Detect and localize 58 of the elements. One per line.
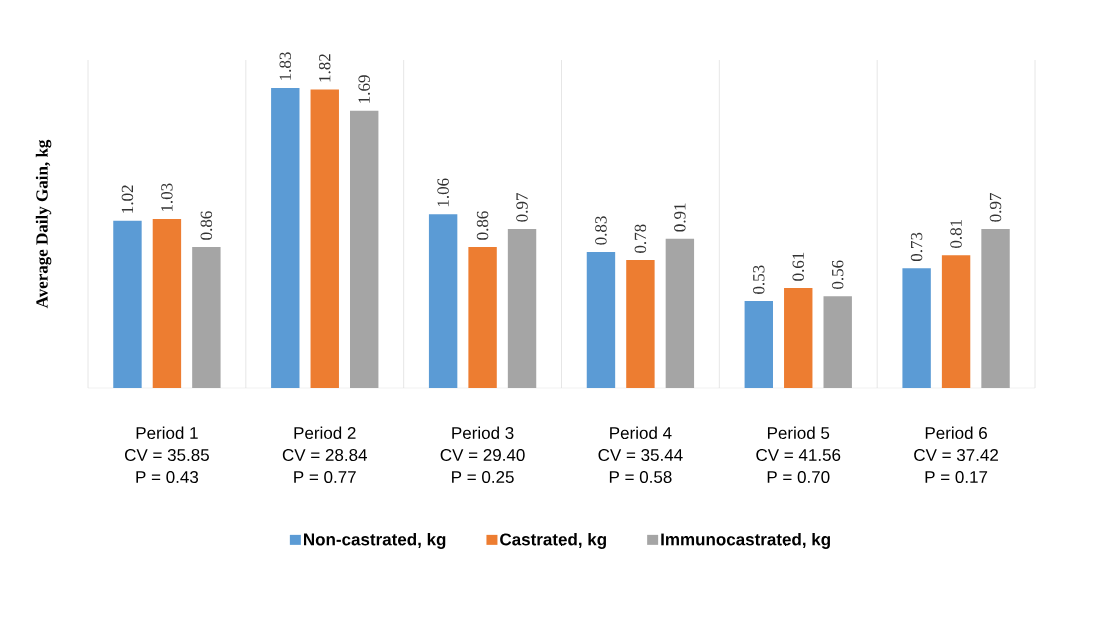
text: P = 0.25 [452,470,514,484]
bar [744,301,773,388]
bar [981,228,1010,388]
legend-label: Immunocastrated, kg [661,532,830,549]
data-label: 0.73 [910,232,923,262]
x-tick-label: Period 6 [925,426,987,440]
x-tick-label: Period 4 [610,426,672,440]
data-label: 0.97 [989,193,1002,222]
x-tick-label: Period 1 [136,426,198,440]
bar [192,246,221,388]
text: P = 0.77 [294,470,356,484]
text: CV = 29.40 [440,448,525,462]
data-label: 1.82 [318,54,331,82]
data-label: 1.02 [121,185,134,213]
data-label: 0.53 [753,265,765,294]
text: P = 0.43 [136,470,199,484]
text: P = 0.58 [609,470,672,484]
bar [271,87,300,388]
bar [902,268,931,388]
data-label: 0.86 [200,211,213,240]
text: P = 0.70 [767,470,830,484]
bar [113,220,142,388]
data-label: 1.06 [437,178,449,207]
bar [941,255,971,388]
x-tick-label: Period 3 [452,426,514,440]
data-label: 0.56 [831,260,844,289]
text: CV = 41.56 [756,448,841,462]
data-label: 1.83 [279,52,292,80]
bar [665,238,695,388]
legend-label: Non-castrated, kg [304,532,446,549]
data-label: 0.91 [674,203,686,232]
bar [507,228,537,388]
y-axis-title: Average Daily Gain, kg [35,139,52,309]
data-label: 0.78 [634,224,647,253]
legend-label: Castrated, kg [500,532,606,549]
data-label: 1.69 [358,75,370,103]
text: CV = 28.84 [282,448,367,462]
text: CV = 35.44 [598,448,683,462]
text: CV = 37.42 [914,448,998,462]
bar [586,251,616,388]
bar [310,89,339,388]
x-tick-label: Period 2 [294,426,356,440]
bar [152,219,182,388]
bar [468,246,497,388]
bar [823,296,852,388]
data-label: 0.81 [950,219,962,248]
bar [626,260,655,388]
x-tick-label: Period 5 [767,426,830,440]
data-label: 0.83 [595,216,607,245]
data-label: 0.86 [476,211,489,240]
bar [784,287,813,388]
text: CV = 35.85 [125,448,209,462]
bar [428,214,458,388]
bar [350,110,379,388]
text: P = 0.17 [925,470,988,484]
data-label: 0.61 [792,252,805,281]
data-label: 0.97 [516,193,528,222]
data-label: 1.03 [161,183,173,212]
